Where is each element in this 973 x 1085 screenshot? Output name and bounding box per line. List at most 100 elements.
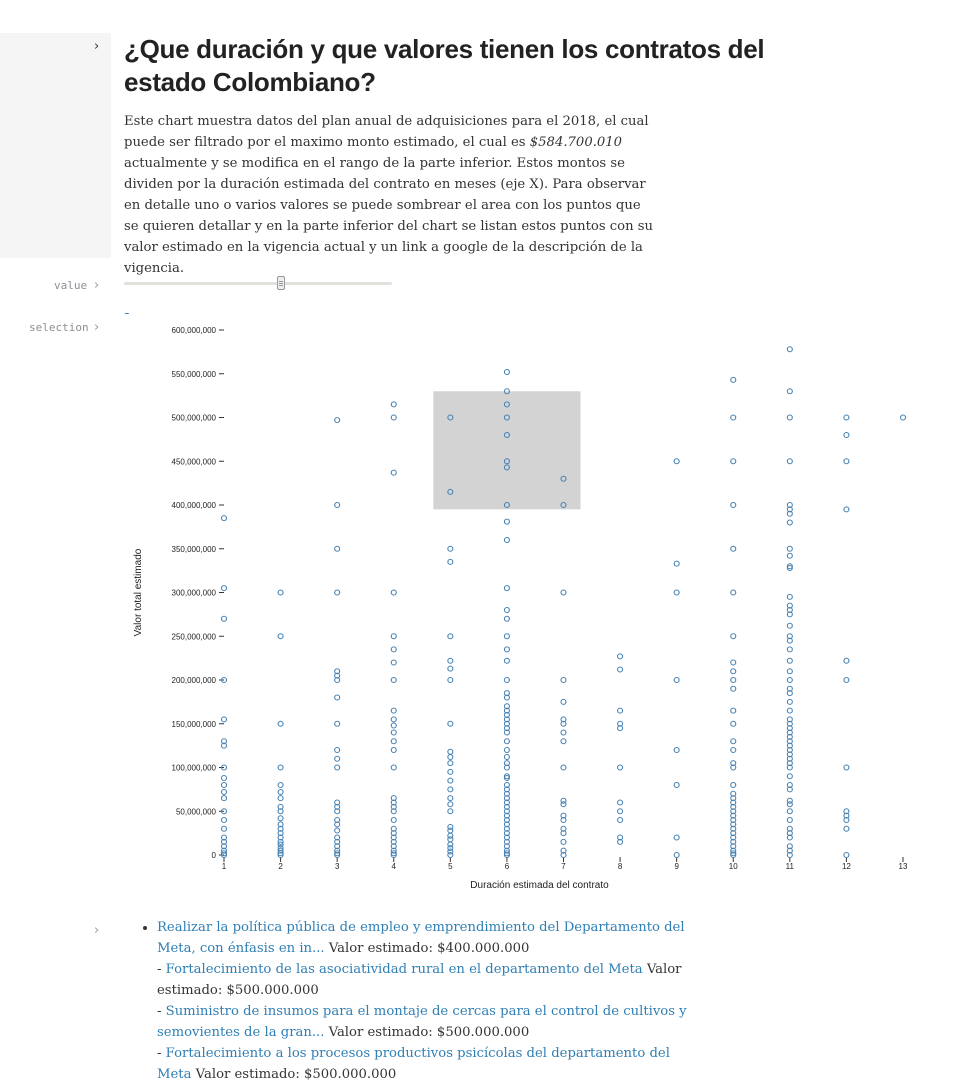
data-point [503, 790, 510, 797]
data-point [390, 646, 397, 653]
data-point [730, 764, 737, 771]
data-point [730, 458, 737, 465]
data-point [390, 738, 397, 745]
selection-cell-chevron-icon[interactable]: › [94, 320, 100, 335]
data-point [730, 633, 737, 640]
data-point [447, 823, 454, 831]
data-point [390, 847, 397, 854]
data-point [673, 560, 680, 567]
data-point [730, 545, 737, 552]
data-point [503, 834, 510, 841]
x-tick-label: 12 [842, 862, 851, 871]
data-point [447, 801, 454, 808]
data-point [390, 633, 397, 640]
data-point [277, 633, 284, 640]
data-point [786, 808, 793, 815]
list-cell-chevron-icon[interactable]: › [94, 923, 100, 938]
data-point [730, 414, 737, 421]
data-point [503, 690, 510, 697]
x-tick-label: 6 [505, 862, 510, 871]
brush-selection[interactable] [433, 391, 581, 510]
data-point [617, 720, 624, 727]
y-tick-label: 600,000,000 [172, 326, 217, 335]
data-point [843, 676, 850, 684]
cell-gutter [0, 33, 111, 258]
data-point [786, 633, 793, 640]
x-tick-label: 8 [618, 862, 623, 871]
data-point [786, 729, 793, 736]
data-point [730, 668, 737, 675]
data-point [786, 843, 793, 850]
data-point [560, 816, 567, 824]
entry-link[interactable]: Suministro de insumos para el montaje de… [157, 1004, 687, 1040]
data-point [617, 725, 624, 732]
data-point [503, 753, 510, 761]
data-point [503, 738, 510, 745]
description-text-continued: actualmente y se modifica en el rango de… [124, 156, 654, 276]
data-point [560, 589, 567, 596]
data-point [447, 760, 454, 767]
list-entry-1: Realizar la política pública de empleo y… [157, 920, 685, 956]
scatter-chart[interactable]: 0 50,000,000 100,000,000 150,000,000 200,000… [124, 316, 924, 896]
data-point [503, 825, 510, 832]
data-point [390, 414, 397, 421]
value-cell-label: value [54, 279, 88, 292]
data-point [447, 841, 454, 848]
data-point [786, 738, 793, 745]
data-point [334, 843, 341, 850]
data-point [786, 742, 793, 749]
data-point [786, 698, 793, 705]
data-point [277, 841, 284, 848]
data-point [220, 738, 228, 745]
data-point [786, 781, 793, 789]
data-point [503, 606, 510, 614]
data-point [730, 799, 737, 806]
entry-link[interactable]: Realizar la política pública de empleo y… [157, 920, 685, 956]
data-point [390, 825, 397, 832]
data-point [277, 803, 284, 810]
data-point [843, 657, 850, 664]
data-point [390, 830, 397, 837]
data-point [730, 760, 737, 767]
entry-value: Valor estimado: $500.000.000 [191, 1067, 397, 1082]
data-point [503, 368, 510, 376]
data-point [220, 843, 228, 850]
data-point [334, 694, 341, 701]
data-point [503, 774, 510, 782]
data-point [560, 851, 567, 859]
data-point [447, 720, 454, 727]
data-point [503, 786, 510, 793]
data-point [277, 838, 284, 845]
data-point [503, 694, 510, 701]
data-point [334, 821, 341, 828]
data-point [503, 615, 510, 622]
data-point [843, 851, 850, 859]
collapse-chevron-icon[interactable]: › [94, 39, 100, 54]
data-point [673, 676, 680, 684]
x-axis-label: Duración estimada del contrato [470, 880, 609, 891]
data-point [447, 808, 454, 815]
data-point [730, 720, 737, 727]
data-point [220, 585, 228, 592]
data-point [786, 733, 793, 740]
data-point [673, 781, 680, 789]
data-point [220, 774, 228, 782]
data-point [786, 606, 793, 614]
description-text: Este chart muestra datos del plan anual … [124, 114, 649, 150]
data-point [334, 672, 341, 679]
data-point [220, 825, 228, 832]
data-point [503, 414, 510, 421]
data-point [673, 589, 680, 596]
data-point [617, 666, 624, 673]
data-point [560, 830, 567, 837]
data-point [390, 799, 397, 806]
value-slider[interactable] [124, 282, 392, 285]
data-point [390, 850, 397, 857]
data-point [786, 801, 793, 808]
data-point [730, 376, 737, 383]
value-slider-thumb[interactable] [277, 276, 286, 290]
data-point [730, 847, 737, 854]
value-cell-chevron-icon[interactable]: › [94, 278, 100, 293]
data-point [503, 711, 510, 719]
entry-link[interactable]: Fortalecimiento de las asociatividad rur… [165, 962, 643, 977]
